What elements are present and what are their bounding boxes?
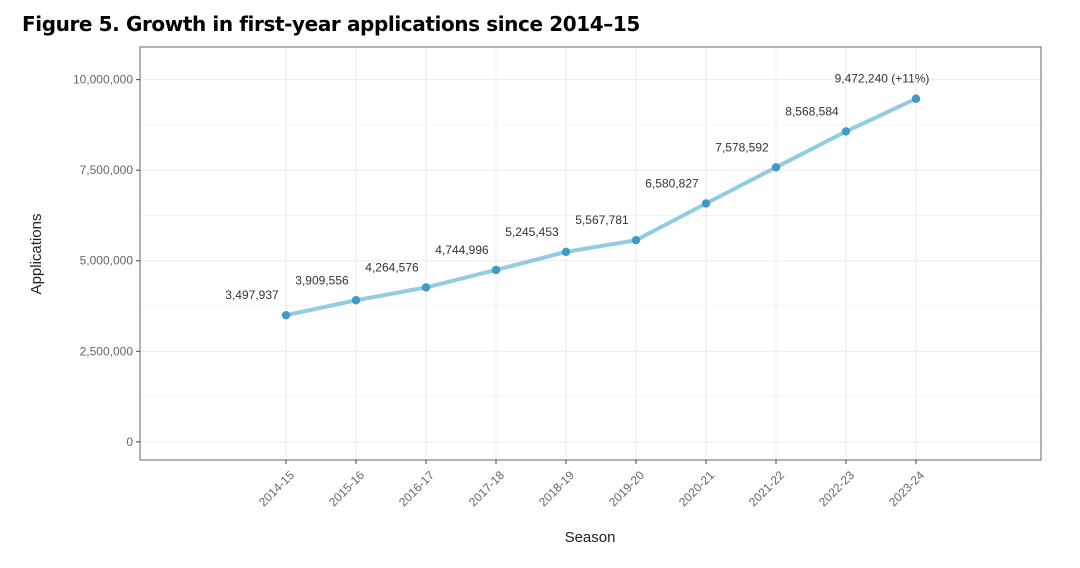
x-tick-label: 2023-24 (886, 468, 927, 509)
x-tick-label: 2021-22 (746, 468, 787, 509)
figure-title: Figure 5. Growth in first-year applicati… (22, 12, 640, 36)
data-point (561, 247, 571, 257)
data-point (491, 265, 501, 275)
data-point (351, 296, 361, 305)
y-tick-label: 7,500,000 (80, 163, 134, 177)
data-label: 6,580,827 (645, 176, 699, 190)
data-label: 7,578,592 (715, 140, 769, 154)
grid-minor (140, 124, 1041, 398)
series-applications (281, 94, 921, 320)
x-tick-label: 2017-18 (466, 468, 507, 509)
x-axis: 2014-15 2015-16 2016-17 2017-18 2018-19 2019-… (256, 460, 927, 509)
y-axis: 0 2,500,000 5,000,000 7,500,000 10,000,000 (73, 73, 140, 449)
y-tick-label: 0 (126, 435, 133, 449)
data-label: 3,497,937 (225, 288, 279, 302)
data-point (911, 94, 921, 103)
data-point (421, 283, 431, 292)
x-tick-label: 2016-17 (396, 468, 437, 509)
x-tick-label: 2020-21 (676, 468, 717, 509)
x-tick-label: 2019-20 (606, 468, 647, 509)
data-point (281, 310, 291, 320)
data-label: 4,744,996 (435, 243, 489, 257)
y-tick-label: 2,500,000 (80, 344, 134, 358)
grid-major (140, 47, 1041, 460)
data-point (701, 199, 711, 208)
data-label: 4,264,576 (365, 260, 419, 274)
data-point (771, 163, 781, 172)
series-line (284, 96, 918, 318)
data-point (841, 127, 851, 136)
data-label: 3,909,556 (295, 273, 349, 287)
y-tick-label: 10,000,000 (73, 73, 133, 87)
data-label: 5,567,781 (575, 213, 629, 227)
data-label: 9,472,240 (+11%) (835, 72, 930, 86)
y-axis-title: Applications (28, 214, 45, 295)
data-label: 5,245,453 (505, 225, 559, 239)
x-tick-label: 2018-19 (536, 468, 577, 509)
x-tick-label: 2015-16 (326, 468, 367, 509)
data-label: 8,568,584 (785, 104, 839, 118)
x-tick-label: 2022-23 (816, 468, 857, 509)
data-point (631, 235, 641, 245)
y-tick-label: 5,000,000 (80, 254, 134, 268)
data-labels: 3,497,937 3,909,556 4,264,576 4,744,996 5,24… (225, 72, 929, 302)
x-axis-title: Season (565, 529, 616, 546)
plot-panel (139, 46, 1042, 461)
x-tick-label: 2014-15 (256, 468, 297, 509)
